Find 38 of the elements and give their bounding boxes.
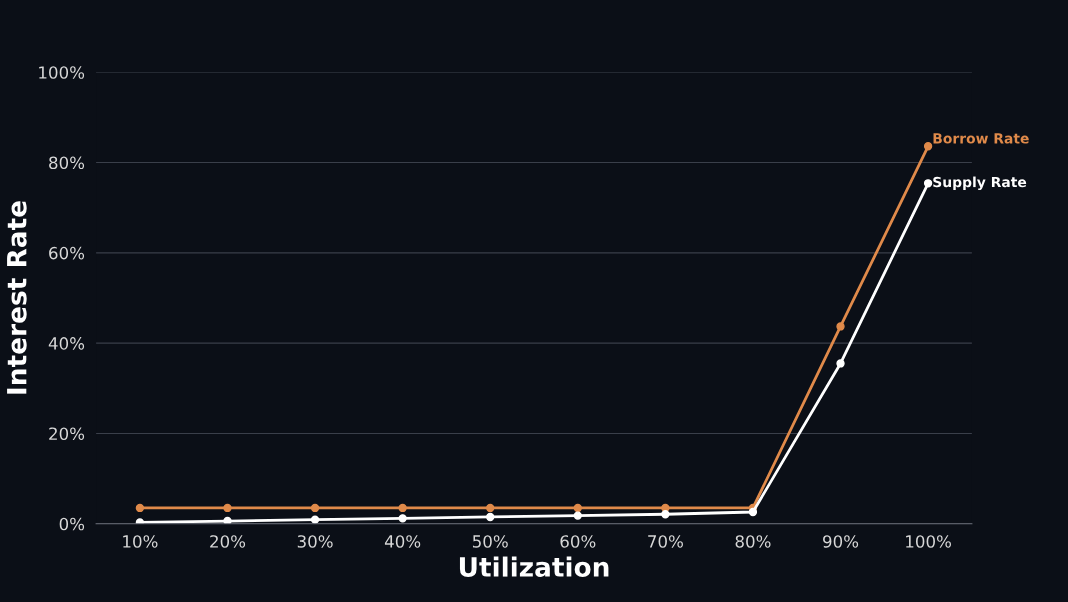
point [310, 515, 320, 524]
x-tick-label: 80% [735, 535, 771, 548]
point [486, 512, 495, 522]
point [661, 510, 670, 519]
x-tick-label: 70% [648, 535, 683, 548]
point [223, 516, 232, 524]
x-tick-label: 60% [560, 535, 596, 548]
point [923, 179, 933, 188]
point [836, 359, 845, 368]
x-tick-label: 40% [384, 535, 421, 548]
point [398, 514, 407, 523]
y-tick-label: 100% [39, 66, 85, 79]
point [836, 322, 845, 331]
x-tick-label: 30% [297, 535, 333, 548]
x-tick-label: 90% [823, 535, 859, 548]
point [748, 507, 758, 517]
x-tick-label: 20% [210, 535, 246, 548]
x-axis-title: Utilization [459, 556, 609, 577]
point [923, 142, 933, 151]
y-tick-label: 60% [49, 246, 85, 260]
point [135, 503, 145, 513]
y-tick-label: 20% [49, 427, 85, 441]
x-tick-label: 10% [123, 535, 158, 548]
y-tick-label: 80% [49, 156, 85, 170]
series-label: Supply Rate [933, 176, 1027, 191]
x-tick-label: 100% [906, 535, 951, 548]
y-axis-title: Interest Rate [7, 201, 27, 394]
y-tick-label: 0% [59, 517, 85, 531]
point [310, 503, 320, 513]
point [573, 511, 582, 520]
series-label: Borrow Rate [933, 133, 1029, 144]
point [398, 503, 407, 513]
y-tick-label: 40% [48, 337, 85, 350]
point [661, 503, 670, 513]
point [573, 503, 582, 513]
x-tick-label: 50% [472, 535, 508, 548]
point [486, 503, 495, 513]
point [223, 503, 232, 513]
